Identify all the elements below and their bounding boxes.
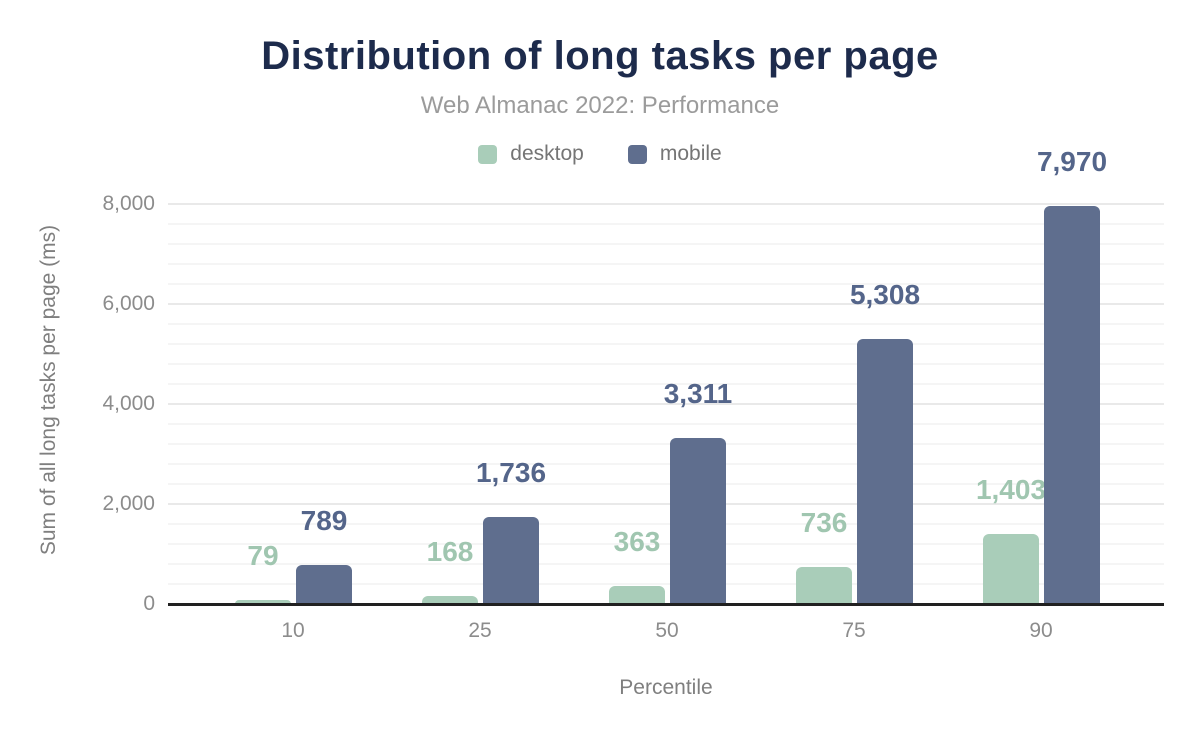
- bar-value-desktop-p50: 363: [613, 525, 661, 557]
- bar-desktop-p10[interactable]: [235, 600, 291, 604]
- bar-value-mobile-p25: 1,736: [475, 457, 547, 489]
- gridline-major: [168, 303, 1164, 305]
- desktop-swatch-icon: [478, 144, 498, 164]
- x-tick-label: 90: [1029, 619, 1053, 642]
- bar-mobile-p50[interactable]: [670, 438, 726, 604]
- gridline-minor: [168, 363, 1164, 365]
- gridline-minor: [168, 243, 1164, 245]
- bar-value-mobile-p90: 7,970: [1036, 145, 1108, 177]
- bar-desktop-p50[interactable]: [609, 585, 665, 604]
- gridline-minor: [168, 463, 1164, 465]
- x-tick-label: 75: [842, 619, 866, 642]
- y-tick-label: 4,000: [102, 392, 155, 415]
- y-tick-label: 0: [143, 592, 155, 615]
- gridline-minor: [168, 543, 1164, 545]
- legend-label-desktop: desktop: [510, 142, 584, 165]
- bar-value-mobile-p10: 789: [300, 504, 348, 536]
- gridline-minor: [168, 283, 1164, 285]
- chart-subtitle: Web Almanac 2022: Performance: [420, 92, 780, 119]
- chart-title: Distribution of long tasks per page: [261, 34, 939, 78]
- bar-value-mobile-p75: 5,308: [849, 278, 921, 310]
- gridline-minor: [168, 523, 1164, 525]
- gridline-minor: [168, 583, 1164, 585]
- gridline-minor: [168, 263, 1164, 265]
- x-axis-line: [168, 603, 1164, 606]
- gridline-minor: [168, 483, 1164, 485]
- gridline-minor: [168, 383, 1164, 385]
- bar-value-desktop-p75: 736: [800, 507, 848, 539]
- legend: desktop mobile: [0, 142, 1200, 166]
- gridline-minor: [168, 423, 1164, 425]
- x-axis-title: Percentile: [619, 676, 713, 699]
- x-tick-label: 10: [281, 619, 305, 642]
- legend-item-desktop: desktop: [478, 142, 584, 166]
- bar-desktop-p75[interactable]: [796, 567, 852, 604]
- gridline-minor: [168, 323, 1164, 325]
- gridline-minor: [168, 443, 1164, 445]
- bar-value-desktop-p90: 1,403: [975, 473, 1047, 505]
- bar-desktop-p90[interactable]: [983, 533, 1039, 604]
- y-axis-title: Sum of all long tasks per page (ms): [37, 224, 60, 556]
- bar-value-mobile-p50: 3,311: [663, 378, 733, 410]
- x-tick-label: 50: [655, 619, 679, 642]
- y-tick-label: 2,000: [102, 492, 155, 515]
- bar-mobile-p90[interactable]: [1044, 205, 1100, 604]
- bar-mobile-p75[interactable]: [857, 338, 913, 604]
- bar-mobile-p25[interactable]: [483, 517, 539, 604]
- y-tick-label: 6,000: [102, 292, 155, 315]
- gridline-major: [168, 503, 1164, 505]
- gridline-major: [168, 403, 1164, 405]
- legend-label-mobile: mobile: [659, 142, 722, 165]
- gridline-minor: [168, 343, 1164, 345]
- gridline-minor: [168, 563, 1164, 565]
- bar-value-desktop-p10: 79: [247, 540, 279, 572]
- legend-item-mobile: mobile: [627, 142, 722, 166]
- mobile-swatch-icon: [627, 144, 647, 164]
- y-tick-label: 8,000: [102, 192, 155, 215]
- x-tick-label: 25: [468, 619, 492, 642]
- bar-value-desktop-p25: 168: [426, 535, 474, 567]
- bar-desktop-p25[interactable]: [422, 595, 478, 604]
- gridline-major: [168, 203, 1164, 205]
- bar-mobile-p10[interactable]: [296, 564, 352, 604]
- gridline-minor: [168, 223, 1164, 225]
